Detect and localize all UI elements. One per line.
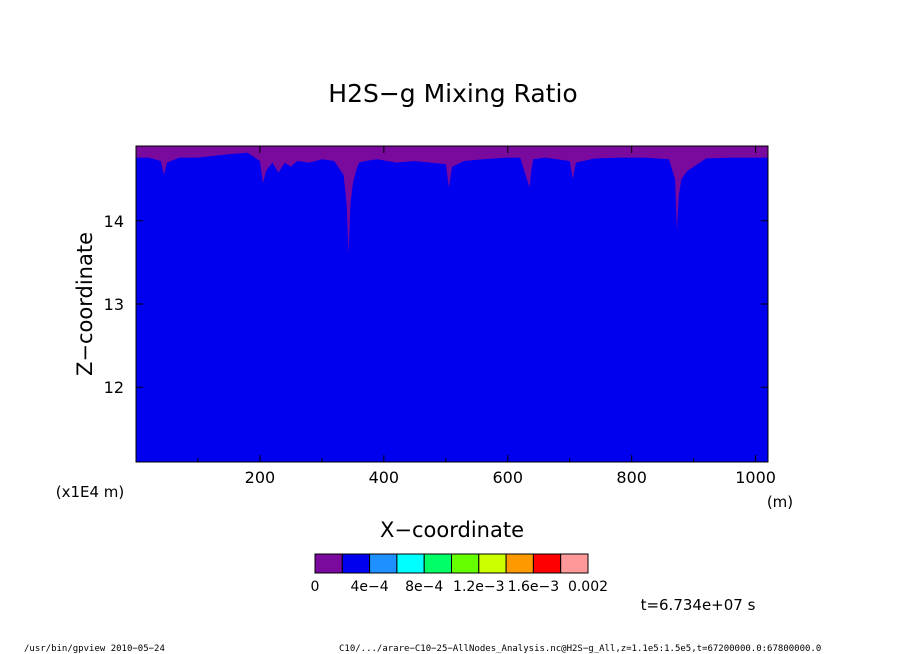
colorbar-swatch bbox=[451, 553, 480, 574]
colorbar-label: 0 bbox=[311, 579, 320, 595]
x-axis-unit: (m) bbox=[767, 493, 793, 511]
y-axis-ticks: 12 13 14 bbox=[104, 212, 768, 397]
y-axis-unit: (x1E4 m) bbox=[56, 483, 125, 501]
colorbar: 0 4e−4 8e−4 1.2e−3 1.6e−3 0.002 bbox=[311, 553, 608, 595]
x-tick-label: 600 bbox=[492, 468, 523, 487]
footer-left: /usr/bin/gpview 2010−05−24 bbox=[24, 644, 165, 654]
background-level-fill bbox=[136, 146, 768, 462]
plot-area: 200 400 600 800 1000 12 13 14 bbox=[104, 145, 776, 487]
colorbar-label: 4e−4 bbox=[351, 579, 389, 595]
chart-title: H2S−g Mixing Ratio bbox=[328, 79, 577, 108]
y-tick-label: 14 bbox=[104, 212, 124, 231]
colorbar-label: 0.002 bbox=[568, 579, 608, 595]
x-tick-label: 200 bbox=[245, 468, 276, 487]
y-axis-label: Z−coordinate bbox=[73, 232, 97, 376]
colorbar-label: 8e−4 bbox=[405, 579, 443, 595]
colorbar-swatch bbox=[532, 553, 562, 574]
colorbar-swatch bbox=[396, 553, 425, 574]
x-tick-label: 1000 bbox=[735, 468, 776, 487]
colorbar-label: 1.2e−3 bbox=[453, 579, 505, 595]
x-tick-label: 800 bbox=[616, 468, 647, 487]
surface-level-fill bbox=[136, 146, 768, 255]
footer-right: C10/.../arare−C10−25−AllNodes_Analysis.n… bbox=[339, 644, 821, 654]
x-axis-ticks: 200 400 600 800 1000 bbox=[197, 146, 776, 487]
x-axis-label: X−coordinate bbox=[380, 518, 524, 542]
colorbar-swatch bbox=[560, 553, 589, 574]
colorbar-swatch bbox=[505, 553, 534, 574]
time-annotation: t=6.734e+07 s bbox=[641, 596, 756, 614]
colorbar-swatch bbox=[423, 553, 453, 574]
colorbar-swatch bbox=[341, 553, 371, 574]
colorbar-label: 1.6e−3 bbox=[508, 579, 560, 595]
colorbar-swatch bbox=[478, 553, 507, 574]
y-tick-label: 12 bbox=[104, 378, 124, 397]
y-tick-label: 13 bbox=[104, 295, 124, 314]
colorbar-swatch bbox=[369, 553, 398, 574]
x-tick-label: 400 bbox=[369, 468, 400, 487]
colorbar-swatch bbox=[314, 553, 343, 574]
